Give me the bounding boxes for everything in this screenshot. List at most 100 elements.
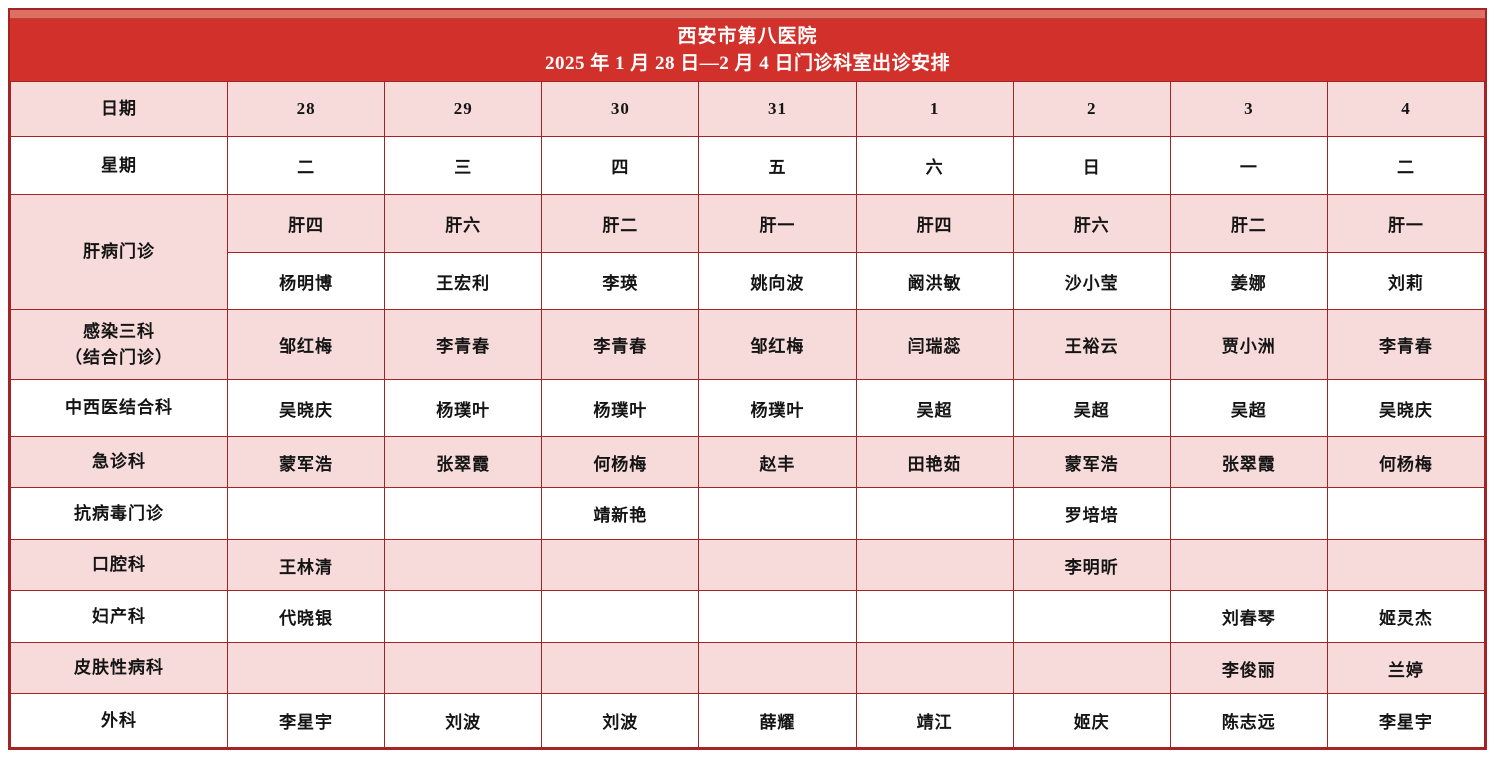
schedule-cell: 靖新艳 <box>541 487 700 540</box>
schedule-cell <box>1012 590 1171 643</box>
table-row: 皮肤性病科 李俊丽 兰婷 <box>10 642 1486 694</box>
schedule-cell: 靖江 <box>855 693 1014 748</box>
department-label-cell: 中西医结合科 <box>10 379 228 437</box>
schedule-cell: 杨璞叶 <box>698 379 857 437</box>
schedule-cell <box>384 487 543 540</box>
date-cell: 3 <box>1169 81 1328 137</box>
hospital-title: 西安市第八医院 <box>677 25 818 47</box>
schedule-cell <box>226 487 386 540</box>
date-cell: 2 <box>1012 81 1171 137</box>
table-row: 肝病门诊 肝四 肝六 肝二 肝一 肝四 肝六 肝二 肝一 <box>10 194 1486 310</box>
department-label-cell: 外科 <box>10 693 228 748</box>
schedule-cell <box>855 487 1014 540</box>
schedule-cell: 李明昕 <box>1012 539 1171 591</box>
schedule-cell: 肝六 <box>1012 194 1171 253</box>
weekday-cell: 五 <box>698 136 857 195</box>
schedule-cell <box>698 642 857 694</box>
schedule-cell: 王林清 <box>226 539 386 591</box>
schedule-cell <box>384 539 543 591</box>
schedule-cell <box>1169 539 1328 591</box>
schedule-cell: 蒙军浩 <box>226 436 386 488</box>
weekday-cell: 二 <box>226 136 386 195</box>
schedule-cell: 吴超 <box>1012 379 1171 437</box>
schedule-cell: 刘春琴 <box>1169 590 1328 643</box>
schedule-cell: 张翠霞 <box>1169 436 1328 488</box>
schedule-cell: 肝一 <box>1326 194 1486 253</box>
schedule-cell: 李俊丽 <box>1169 642 1328 694</box>
date-cell: 4 <box>1326 81 1486 137</box>
schedule-cell: 肝二 <box>1169 194 1328 253</box>
schedule-cell: 贾小洲 <box>1169 309 1328 380</box>
weekday-cell: 六 <box>855 136 1014 195</box>
schedule-cell: 邹红梅 <box>698 309 857 380</box>
weekday-cell: 一 <box>1169 136 1328 195</box>
schedule-cell: 姚向波 <box>698 252 857 310</box>
schedule-cell: 阚洪敏 <box>855 252 1014 310</box>
date-cell: 30 <box>541 81 700 137</box>
schedule-cell <box>226 642 386 694</box>
schedule-cell: 田艳茹 <box>855 436 1014 488</box>
schedule-cell: 邹红梅 <box>226 309 386 380</box>
table-row: 中西医结合科 吴晓庆 杨璞叶 杨璞叶 杨璞叶 吴超 吴超 吴超 吴晓庆 <box>10 379 1486 437</box>
schedule-cell: 肝六 <box>384 194 543 253</box>
schedule-cell: 沙小莹 <box>1012 252 1171 310</box>
date-cell: 31 <box>698 81 857 137</box>
department-label-cell: 日期 <box>10 81 228 137</box>
schedule-cell: 吴超 <box>1169 379 1328 437</box>
schedule-cell: 蒙军浩 <box>1012 436 1171 488</box>
table-row: 感染三科 （结合门诊） 邹红梅 李青春 李青春 邹红梅 闫瑞蕊 王裕云 贾小洲 李青春 <box>10 309 1486 380</box>
schedule-cell: 何杨梅 <box>541 436 700 488</box>
schedule-cell <box>541 590 700 643</box>
weekday-cell: 二 <box>1326 136 1486 195</box>
department-label-cell: 皮肤性病科 <box>10 642 228 694</box>
schedule-cell: 肝二 <box>541 194 700 253</box>
schedule-cell: 李青春 <box>541 309 700 380</box>
table-row: 口腔科 王林清 李明昕 <box>10 539 1486 591</box>
date-cell: 28 <box>226 81 386 137</box>
banner-top-strip <box>10 10 1485 19</box>
schedule-cell: 代晓银 <box>226 590 386 643</box>
schedule-cell: 何杨梅 <box>1326 436 1486 488</box>
schedule-cell: 刘波 <box>541 693 700 748</box>
department-label-cell: 急诊科 <box>10 436 228 488</box>
schedule-cell <box>698 487 857 540</box>
schedule-cell: 罗培培 <box>1012 487 1171 540</box>
table-row: 抗病毒门诊 靖新艳 罗培培 <box>10 487 1486 540</box>
weekday-cell: 三 <box>384 136 543 195</box>
schedule-cell: 吴超 <box>855 379 1014 437</box>
schedule-cell: 姬庆 <box>1012 693 1171 748</box>
schedule-cell <box>384 590 543 643</box>
schedule-cell: 姜娜 <box>1169 252 1328 310</box>
schedule-cell <box>1326 539 1486 591</box>
schedule-cell <box>698 539 857 591</box>
schedule-cell: 吴晓庆 <box>226 379 386 437</box>
schedule-cell <box>1169 487 1328 540</box>
date-cell: 29 <box>384 81 543 137</box>
schedule-cell: 赵丰 <box>698 436 857 488</box>
date-cell: 1 <box>855 81 1014 137</box>
schedule-cell: 刘莉 <box>1326 252 1486 310</box>
schedule-cell: 李星宇 <box>1326 693 1486 748</box>
weekday-cell: 日 <box>1012 136 1171 195</box>
schedule-cell: 杨璞叶 <box>384 379 543 437</box>
table-row: 星期二三四五六日一二 <box>10 136 1486 195</box>
schedule-cell: 肝四 <box>855 194 1014 253</box>
table-row: 急诊科 蒙军浩 张翠霞 何杨梅 赵丰 田艳茹 蒙军浩 张翠霞 何杨梅 <box>10 436 1486 488</box>
schedule-cell: 李青春 <box>1326 309 1486 380</box>
department-label-cell: 抗病毒门诊 <box>10 487 228 540</box>
schedule-cell: 李瑛 <box>541 252 700 310</box>
schedule-cell: 肝四 <box>226 194 386 253</box>
schedule-cell <box>855 642 1014 694</box>
schedule-cell: 王宏利 <box>384 252 543 310</box>
table-row: 外科 李星宇 刘波 刘波 薛耀 靖江 姬庆 陈志远 李星宇 <box>10 693 1486 748</box>
department-label-cell: 口腔科 <box>10 539 228 591</box>
schedule-cell: 刘波 <box>384 693 543 748</box>
schedule-cell <box>1012 642 1171 694</box>
schedule-cell: 肝一 <box>698 194 857 253</box>
schedule-cell: 闫瑞蕊 <box>855 309 1014 380</box>
schedule-cell: 吴晓庆 <box>1326 379 1486 437</box>
schedule-cell <box>1326 487 1486 540</box>
schedule-cell: 王裕云 <box>1012 309 1171 380</box>
table-row: 杨明博 王宏利 李瑛 姚向波 阚洪敏 沙小莹 姜娜 刘莉 <box>11 252 1486 310</box>
schedule-cell: 杨明博 <box>226 252 386 310</box>
